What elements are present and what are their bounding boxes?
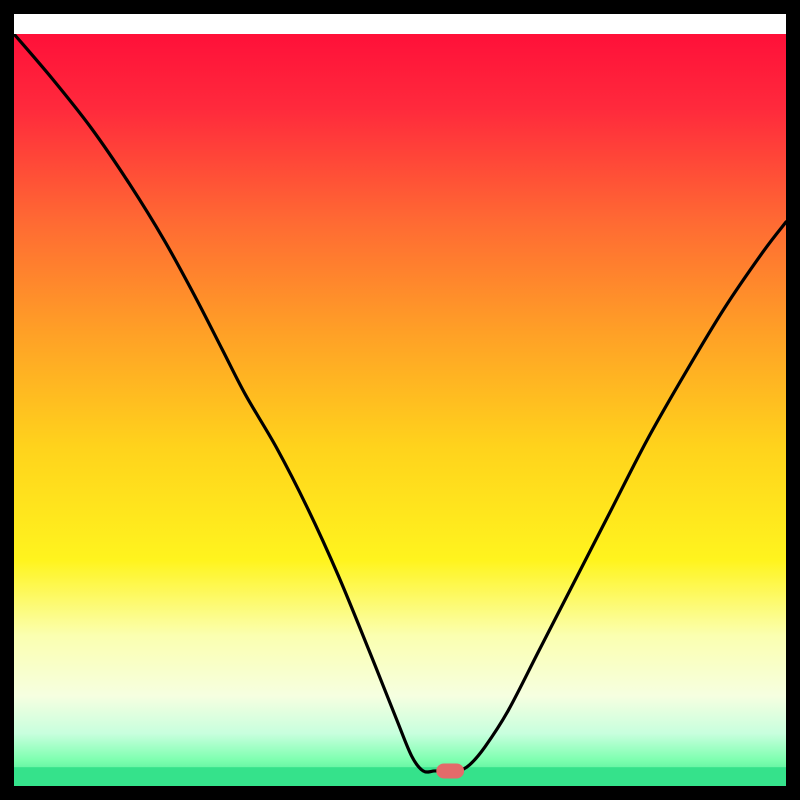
- chart-frame: TheBottleneck.com: [0, 0, 800, 800]
- frame-border: [786, 0, 800, 800]
- frame-border: [0, 0, 800, 14]
- optimal-marker: [436, 763, 464, 778]
- header-strip: [14, 14, 786, 34]
- plot-background: [14, 34, 786, 786]
- chart-svg: [0, 0, 800, 800]
- baseline-band: [14, 767, 786, 786]
- frame-border: [0, 0, 14, 800]
- frame-border: [0, 786, 800, 800]
